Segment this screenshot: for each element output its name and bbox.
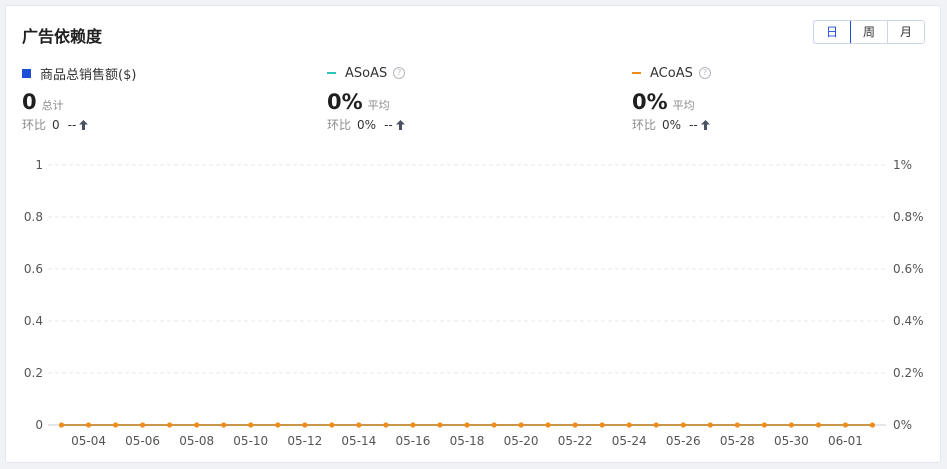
data-point	[140, 422, 146, 428]
metric-value: 0%	[327, 90, 363, 114]
data-point	[626, 422, 632, 428]
y-left-tick-label: 0.2	[24, 366, 43, 380]
x-tick-label: 05-24	[612, 434, 647, 448]
y-right-tick-label: 0.8%	[893, 210, 924, 224]
x-tick-label: 05-28	[720, 434, 755, 448]
card-title: 广告依赖度	[22, 27, 103, 46]
data-point	[734, 422, 740, 428]
y-right-tick-label: 0.2%	[893, 366, 924, 380]
compare-trend: --	[384, 117, 393, 132]
y-left-tick-label: 0.4	[24, 314, 43, 328]
data-point	[680, 422, 686, 428]
x-tick-label: 05-20	[504, 434, 539, 448]
period-month-button[interactable]: 月	[887, 21, 924, 43]
data-point	[194, 422, 200, 428]
y-left-tick-label: 0.8	[24, 210, 43, 224]
x-tick-label: 06-01	[828, 434, 863, 448]
legend-square-icon	[22, 68, 31, 78]
data-point	[653, 422, 659, 428]
help-icon[interactable]: ?	[698, 67, 711, 79]
data-point	[869, 422, 876, 428]
x-tick-label: 05-12	[287, 434, 322, 448]
y-right-tick-label: 0%	[893, 418, 912, 432]
data-point	[437, 422, 443, 428]
data-point	[302, 422, 308, 428]
help-icon[interactable]: ?	[393, 67, 406, 79]
x-tick-label: 05-08	[179, 434, 214, 448]
compare-trend: --	[689, 117, 698, 132]
data-point	[58, 422, 65, 428]
legend-dash-icon	[632, 72, 641, 74]
metric-value: 0%	[632, 90, 668, 114]
arrow-up-icon	[395, 119, 405, 130]
metric-label: ASoAS	[345, 65, 388, 81]
metric-note: 总计	[41, 99, 64, 112]
data-point	[464, 422, 470, 428]
data-point	[842, 422, 849, 428]
metric-value: 0	[22, 90, 37, 114]
compare-label: 环比	[632, 118, 657, 132]
y-right-tick-label: 0.4%	[893, 314, 924, 328]
compare-label: 环比	[327, 118, 352, 132]
metric-note: 平均	[367, 99, 390, 112]
compare-value: 0%	[357, 117, 377, 132]
x-tick-label: 05-18	[450, 434, 485, 448]
data-point	[572, 422, 578, 428]
metric-total-sales[interactable]: 商品总销售额($) 0 总计 环比 0 --	[22, 64, 136, 133]
period-day-button[interactable]: 日	[814, 21, 851, 43]
x-tick-label: 05-22	[558, 434, 593, 448]
x-tick-label: 05-04	[71, 434, 106, 448]
compare-value: 0%	[662, 117, 682, 132]
data-point	[707, 422, 713, 428]
arrow-up-icon	[700, 119, 710, 130]
metric-label: 商品总销售额($)	[40, 67, 137, 83]
y-left-tick-label: 0.6	[24, 262, 43, 276]
arrow-up-icon	[79, 119, 89, 130]
y-left-tick-label: 0	[35, 418, 43, 432]
data-point	[383, 422, 389, 428]
x-tick-label: 05-30	[774, 434, 809, 448]
legend-dash-icon	[327, 72, 336, 74]
data-point	[599, 422, 605, 428]
ad-dependency-card: 广告依赖度 日 周 月 商品总销售额($) 0 总计 环比 0 -- ASoAS…	[5, 5, 941, 463]
data-point	[491, 422, 497, 428]
data-point	[545, 422, 551, 428]
y-right-tick-label: 0.6%	[893, 262, 924, 276]
data-point	[112, 422, 119, 428]
data-point	[85, 422, 92, 428]
trend-chart: 0 0% 0.2 0.2% 0.4 0.4% 0.6 0.6% 0.8 0.8% 1 1% 05-04 0…	[24, 158, 924, 448]
data-point	[221, 422, 227, 428]
data-point	[167, 422, 173, 428]
compare-label: 环比	[22, 118, 47, 132]
metric-note: 平均	[672, 99, 695, 112]
data-point	[518, 422, 524, 428]
compare-trend: --	[67, 117, 77, 132]
data-point	[410, 422, 416, 428]
y-left-tick-label: 1	[35, 158, 43, 172]
data-point	[815, 422, 822, 428]
x-tick-label: 05-06	[125, 434, 160, 448]
x-tick-label: 05-10	[233, 434, 268, 448]
metric-acoas[interactable]: ACoAS ? 0% 平均 环比 0% --	[632, 64, 711, 133]
y-right-tick-label: 1%	[893, 158, 912, 172]
metric-label: ACoAS	[650, 65, 693, 81]
x-tick-label: 05-16	[395, 434, 430, 448]
data-point	[788, 422, 794, 428]
data-point	[248, 422, 254, 428]
x-tick-label: 05-26	[666, 434, 701, 448]
data-point	[275, 422, 281, 428]
data-point	[329, 422, 335, 428]
compare-value: 0	[52, 117, 60, 132]
data-point	[761, 422, 767, 428]
x-tick-label: 05-14	[341, 434, 376, 448]
data-point	[356, 422, 362, 428]
period-switch: 日 周 月	[813, 20, 925, 44]
metric-asoas[interactable]: ASoAS ? 0% 平均 环比 0% --	[327, 64, 406, 133]
